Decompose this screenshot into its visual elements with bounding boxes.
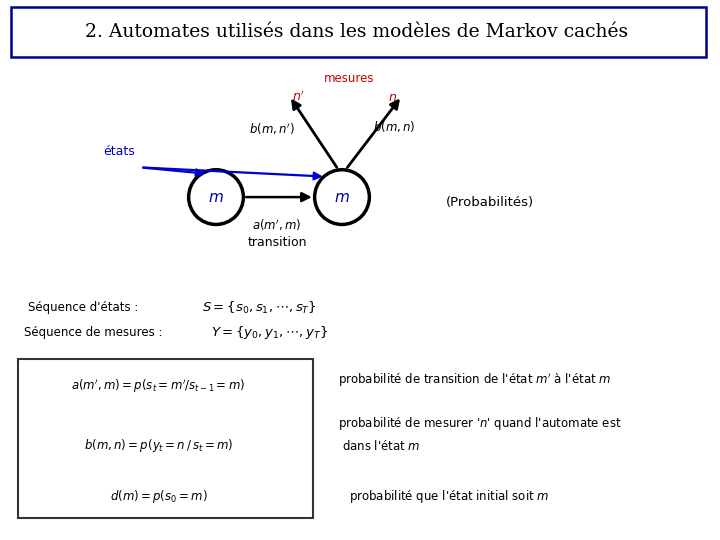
Text: transition: transition <box>248 237 307 249</box>
Text: probabilité de mesurer '$n$' quand l'automate est: probabilité de mesurer '$n$' quand l'aut… <box>338 415 622 433</box>
Text: (Probabilités): (Probabilités) <box>446 196 534 209</box>
Text: $a(m',m)$: $a(m',m)$ <box>253 218 302 233</box>
FancyBboxPatch shape <box>18 359 313 518</box>
Text: probabilité que l'état initial soit $m$: probabilité que l'état initial soit $m$ <box>349 488 549 505</box>
Text: $Y = \{y_0, y_1, \cdots, y_T\}$: $Y = \{y_0, y_1, \cdots, y_T\}$ <box>211 323 329 341</box>
Text: mesures: mesures <box>324 72 374 85</box>
Text: $n'$: $n'$ <box>292 90 305 104</box>
Text: Séquence d'états :: Séquence d'états : <box>27 301 138 314</box>
Text: $m$: $m$ <box>208 190 224 205</box>
Text: $m$: $m$ <box>334 190 350 205</box>
Text: dans l'état $m$: dans l'état $m$ <box>342 438 420 453</box>
Text: $S = \{s_0, s_1, \cdots, s_T\}$: $S = \{s_0, s_1, \cdots, s_T\}$ <box>202 300 317 316</box>
Text: $b(m,n) = p(y_t = n\,/\,s_t = m)$: $b(m,n) = p(y_t = n\,/\,s_t = m)$ <box>84 437 233 454</box>
Text: $b(m,n')$: $b(m,n')$ <box>249 122 295 137</box>
Text: $d(m) = p(s_0 = m)$: $d(m) = p(s_0 = m)$ <box>109 488 207 505</box>
Text: probabilité de transition de l'état $m'$ à l'état $m$: probabilité de transition de l'état $m'$… <box>338 372 611 389</box>
Text: $b(m,n)$: $b(m,n)$ <box>372 119 415 134</box>
Text: 2. Automates utilisés dans les modèles de Markov cachés: 2. Automates utilisés dans les modèles d… <box>85 23 628 41</box>
Text: $n$: $n$ <box>388 91 397 104</box>
Text: Séquence de mesures :: Séquence de mesures : <box>24 326 163 339</box>
Text: $a(m',m) = p(s_t = m'/s_{t-1} = m)$: $a(m',m) = p(s_t = m'/s_{t-1} = m)$ <box>71 377 246 395</box>
FancyBboxPatch shape <box>11 7 706 57</box>
Text: états: états <box>103 145 135 158</box>
